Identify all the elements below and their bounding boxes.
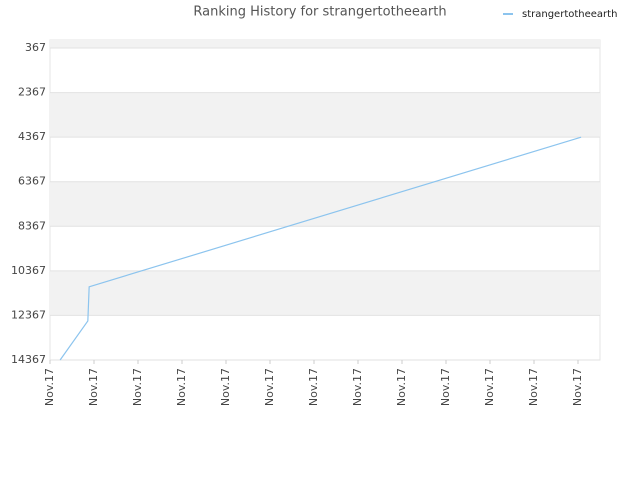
x-tick-label: Nov.17 (175, 368, 188, 406)
line (59, 136, 582, 361)
x-tick-label: Nov.17 (307, 368, 320, 406)
y-tick-label: 10367 (11, 264, 46, 277)
grid-band (50, 92, 600, 138)
y-tick-label: 367 (25, 41, 46, 54)
legend-label: strangertotheearth (522, 9, 617, 20)
x-tick-label: Nov.17 (395, 368, 408, 406)
y-tick-label: 12367 (11, 308, 46, 321)
y-tick-label: 4367 (18, 130, 46, 143)
x-tick-label: Nov.17 (439, 368, 452, 406)
x-tick-label: Nov.17 (263, 368, 276, 406)
x-tick-label: Nov.17 (87, 368, 100, 406)
y-tick-label: 8367 (18, 219, 46, 232)
x-tick-label: Nov.17 (571, 368, 584, 406)
y-tick-label: 2367 (18, 86, 46, 99)
x-tick-label: Nov.17 (351, 368, 364, 406)
x-tick-label: Nov.17 (219, 368, 232, 406)
chart-title: Ranking History for strangertotheearth (193, 5, 446, 20)
x-tick-label: Nov.17 (131, 368, 144, 406)
x-tick-label: Nov.17 (483, 368, 496, 406)
y-tick-label: 14367 (11, 353, 46, 366)
y-tick-label: 6367 (18, 175, 46, 188)
grid-band (50, 40, 600, 49)
grid-band (50, 181, 600, 227)
x-tick-label: Nov.17 (43, 368, 56, 406)
x-tick-label: Nov.17 (527, 368, 540, 406)
grid-band (50, 270, 600, 316)
